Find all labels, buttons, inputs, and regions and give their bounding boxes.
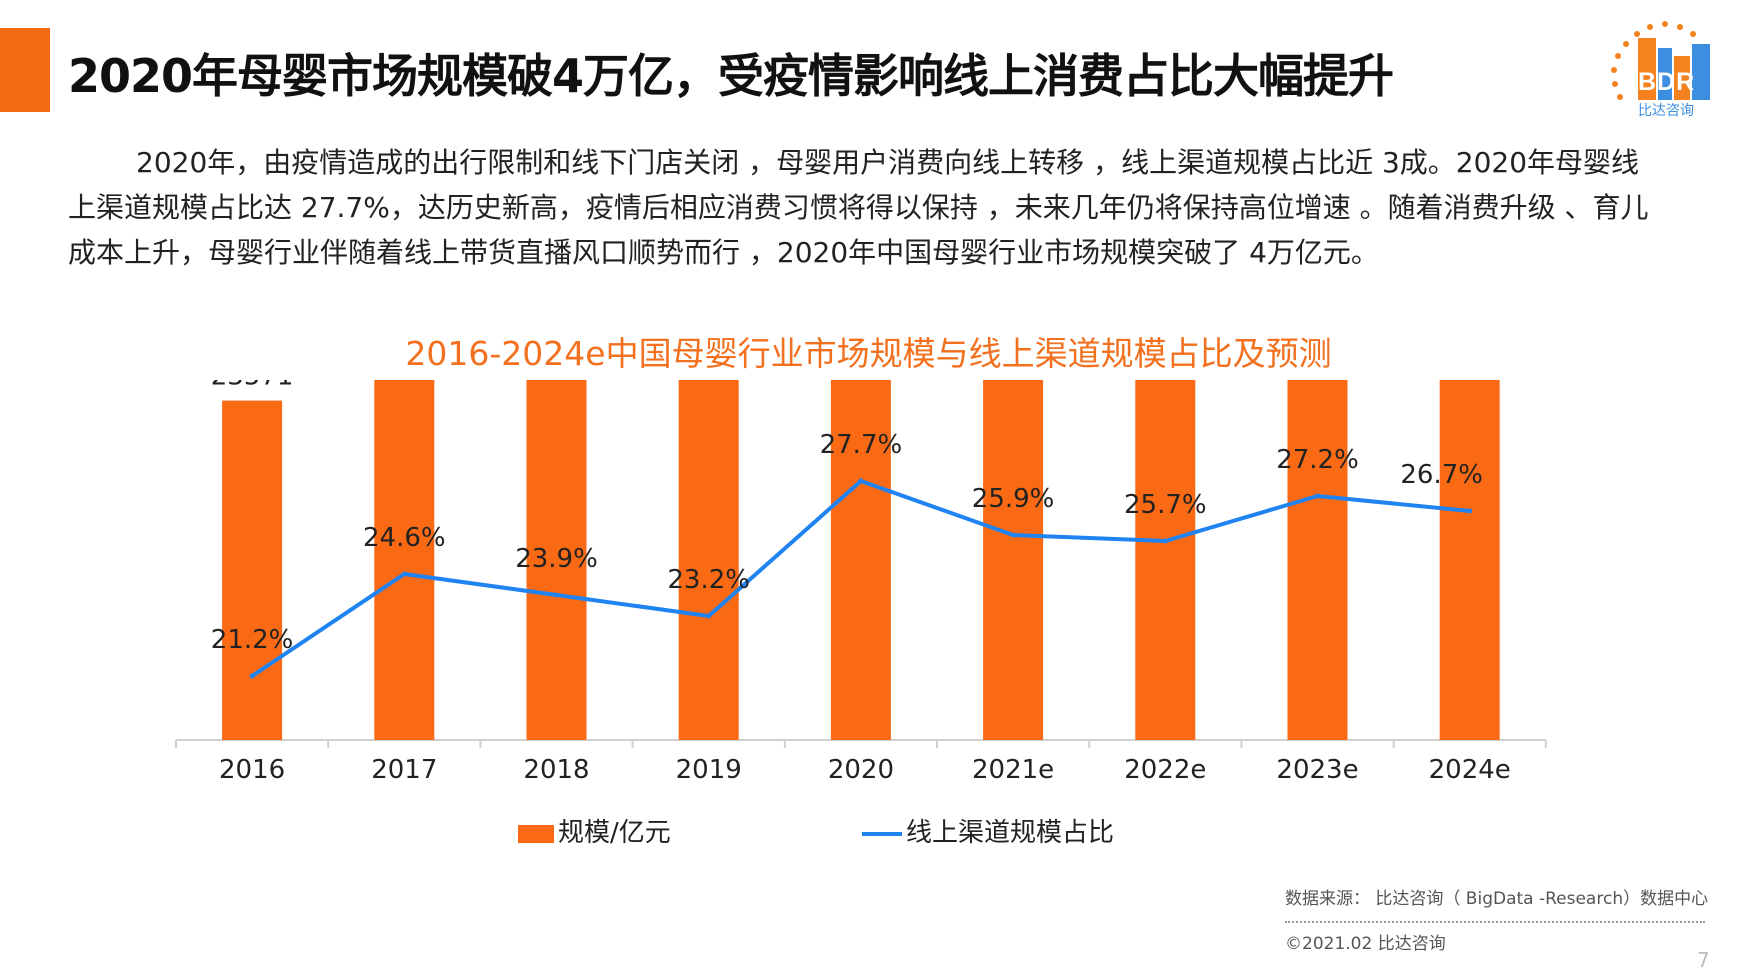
line-point	[1010, 532, 1016, 538]
legend-item-line: 线上渠道规模占比	[862, 812, 1114, 849]
line-value-label: 24.6%	[363, 523, 446, 553]
line-value-label: 27.7%	[820, 430, 903, 460]
line-point	[1162, 538, 1168, 544]
line-value-label: 26.7%	[1400, 460, 1483, 490]
intro-paragraph: 2020年，由疫情造成的出行限制和线下门店关闭 ，母婴用户消费向线上转移 ，线上…	[68, 140, 1668, 275]
bar-market-size	[1439, 380, 1500, 740]
line-point	[858, 478, 864, 484]
x-tick-label: 2017	[371, 755, 437, 785]
x-tick-label: 2024e	[1429, 755, 1511, 785]
logo-text: BDR	[1638, 68, 1696, 96]
bar-market-size	[830, 380, 891, 741]
bar-market-size	[1287, 380, 1348, 741]
page-number: 7	[1697, 948, 1710, 972]
bar-market-size	[678, 380, 739, 741]
intro-line: 2020年，由疫情造成的出行限制和线下门店关闭 ，母婴用户消费向线上转移 ，线上…	[136, 146, 1640, 179]
line-value-label: 23.2%	[667, 565, 750, 595]
line-value-label: 25.7%	[1124, 490, 1207, 520]
intro-line: 成本上升，母婴行业伴随着线上带货直播风口顺势而行 ，2020年中国母婴行业市场规…	[68, 236, 1379, 269]
x-tick-label: 2023e	[1276, 755, 1358, 785]
x-tick-label: 2021e	[972, 755, 1054, 785]
data-source: 数据来源： 比达咨询（ BigData -Research）数据中心	[1285, 889, 1709, 909]
bar-market-size	[1135, 380, 1196, 741]
page-title: 2020年母婴市场规模破4万亿，受疫情影响线上消费占比大幅提升	[68, 49, 1394, 103]
x-tick-label: 2022e	[1124, 755, 1206, 785]
line-value-label: 21.2%	[211, 625, 294, 655]
x-tick-label: 2016	[219, 755, 285, 785]
line-legend-label: 线上渠道规模占比	[906, 818, 1115, 848]
line-point	[706, 613, 712, 619]
bar-value-label: 23571	[211, 380, 294, 392]
line-legend-swatch	[862, 831, 902, 836]
line-value-label: 23.9%	[515, 544, 598, 574]
copyright: ©2021.02 比达咨询	[1285, 934, 1446, 954]
logo-subtitle: 比达咨询	[1638, 103, 1694, 119]
line-value-label: 25.9%	[972, 484, 1055, 514]
line-point	[1467, 508, 1473, 514]
bar-legend-label: 规模/亿元	[558, 818, 671, 848]
footer-divider	[1285, 921, 1705, 923]
bar-market-size	[222, 400, 283, 740]
line-point	[554, 592, 559, 598]
bar-market-size	[526, 380, 587, 740]
bar-market-size	[374, 380, 435, 740]
line-point	[401, 571, 407, 577]
bar-market-size	[983, 380, 1044, 740]
bdr-logo	[1611, 21, 1710, 100]
chart-title: 2016-2024e中国母婴行业市场规模与线上渠道规模占比及预测	[405, 334, 1332, 373]
title-accent-bar	[0, 28, 50, 112]
legend-item-bar: 规模/亿元	[518, 812, 671, 849]
market-size-chart: 2357125892312403496140900475215236456798…	[175, 380, 1547, 785]
line-value-label: 27.2%	[1276, 445, 1359, 475]
x-tick-label: 2018	[523, 755, 589, 785]
bar-legend-swatch	[518, 824, 554, 843]
intro-line: 上渠道规模占比达 27.7%，达历史新高，疫情后相应消费习惯将得以保持 ，未来几…	[68, 191, 1649, 224]
x-tick-label: 2020	[828, 755, 894, 785]
x-tick-label: 2019	[676, 755, 742, 785]
line-point	[249, 673, 255, 679]
line-point	[1315, 493, 1320, 499]
